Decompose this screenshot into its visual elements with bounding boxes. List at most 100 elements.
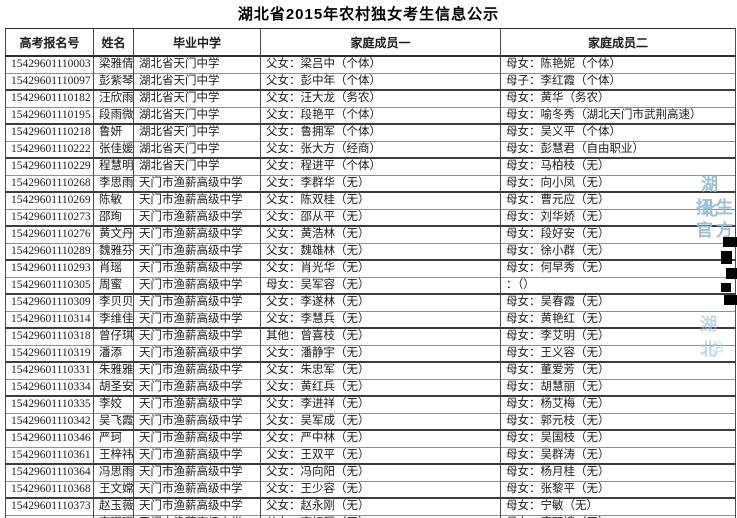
cell-name: 冯思雨 xyxy=(93,463,134,481)
candidates-table: 高考报名号 姓名 毕业中学 家庭成员一 家庭成员二 15429601110003… xyxy=(5,28,736,518)
table-row: 15429601110003 梁雅倩 湖北省天门中学 父女：梁吕中（个体） 母女：陈艳妮… xyxy=(5,55,736,73)
cell-family-member-2: ：（） xyxy=(500,276,736,294)
cell-name: 汪欣雨 xyxy=(93,89,134,107)
qr-code-fragment-icon xyxy=(721,237,737,305)
table-row: 15429601110305 周蜜 天门市渔薪高级中学 母女：吴军容（无） ：（） xyxy=(5,276,736,294)
cell-school: 天门市渔薪高级中学 xyxy=(133,225,261,243)
table-header: 高考报名号 姓名 毕业中学 家庭成员一 家庭成员二 xyxy=(5,28,736,57)
cell-reg-number: 15429601110335 xyxy=(5,395,94,413)
cell-school: 天门市渔薪高级中学 xyxy=(133,310,261,328)
cell-school: 湖北省天门中学 xyxy=(133,89,261,107)
cell-family-member-1: 父女：程进平（个体） xyxy=(260,157,501,175)
cell-reg-number: 15429601110314 xyxy=(5,310,94,328)
cell-family-member-2: 母女：杨月桂（无） xyxy=(500,463,736,481)
cell-family-member-2: 母女：喻冬秀（湖北天门市武荆高速） xyxy=(500,106,736,124)
cell-family-member-1: 父女：赵永刚（无） xyxy=(260,497,501,515)
cell-reg-number: 15429601110097 xyxy=(5,72,94,90)
cell-name: 王梓祎 xyxy=(93,446,134,464)
cell-family-member-2: 母女：段好安（无） xyxy=(500,225,736,243)
cell-reg-number: 15429601110334 xyxy=(5,378,94,396)
cell-name: 曾仔琪 xyxy=(93,327,134,345)
cell-reg-number: 15429601110276 xyxy=(5,225,94,243)
cell-reg-number: 15429601110182 xyxy=(5,89,94,107)
table-row: 15429601110380李珊珊天门市渔薪高级中学父女：李好雁（无）母女：唐双… xyxy=(5,514,736,518)
cell-reg-number: 15429601110309 xyxy=(5,293,94,311)
cell-family-member-1: 父女：梁吕中（个体） xyxy=(260,55,501,73)
table-row: 15429601110289 魏雅芬 天门市渔薪高级中学 父女：魏雄林（无） 母女：徐小… xyxy=(5,242,736,260)
cell-family-member-1: 父女：李进祥（无） xyxy=(260,395,501,413)
table-row: 15429601110309 李贝贝 天门市渔薪高级中学 父女：李遂林（无） 母女：吴春… xyxy=(5,293,736,311)
cell-family-member-2: 母女：何早秀（无） xyxy=(500,259,736,277)
cell-name: 梁雅倩 xyxy=(93,55,134,73)
cell-school: 天门市渔薪高级中学 xyxy=(133,276,261,294)
cell-family-member-2: 母女：曹元应（无） xyxy=(500,191,736,209)
cell-family-member-2: 母女：黄华（务农） xyxy=(500,89,736,107)
cell-school: 天门市渔薪高级中学 xyxy=(133,242,261,260)
cell-school: 天门市渔薪高级中学 xyxy=(133,497,261,515)
cell-reg-number: 15429601110293 xyxy=(5,259,94,277)
cell-reg-number: 15429601110268 xyxy=(5,174,94,192)
cell-reg-number: 15429601110218 xyxy=(5,123,94,141)
cell-name: 段雨微 xyxy=(93,106,134,124)
cell-school: 天门市渔薪高级中学 xyxy=(133,378,261,396)
cell-name: 邵珣 xyxy=(93,208,134,226)
cell-name: 李思雨 xyxy=(93,174,134,192)
cell-family-member-1: 父女：鲁拥军（个体） xyxy=(260,123,501,141)
header-school: 毕业中学 xyxy=(133,28,261,57)
header-reg-number: 高考报名号 xyxy=(5,28,94,57)
cell-reg-number: 15429601110222 xyxy=(5,140,94,158)
cell-reg-number: 15429601110003 xyxy=(5,55,94,73)
table-row: 15429601110268 李思雨 天门市渔薪高级中学 父女：李群华（无） 母女：向小… xyxy=(5,174,736,192)
table-row: 15429601110361 王梓祎 天门市渔薪高级中学 父女：王双平（无） 母女：吴群… xyxy=(5,446,736,464)
table-row: 15429601110319 潘添 天门市渔薪高级中学 父女：潘静宇（无） 母女：王义容… xyxy=(5,344,736,362)
table-row: 15429601110314 李维佳 天门市渔薪高级中学 父女：李慧兵（无） 母女：黄艳… xyxy=(5,310,736,328)
cell-name: 胡圣安 xyxy=(93,378,134,396)
table-row: 15429601110335 李姣 天门市渔薪高级中学 父女：李进祥（无） 母女：杨艾梅… xyxy=(5,395,736,413)
cell-name: 严珂 xyxy=(93,429,134,447)
cell-family-member-1: 父女：吴军成（无） xyxy=(260,412,501,430)
cell-name: 赵玉薇 xyxy=(93,497,134,515)
cell-name: 李维佳 xyxy=(93,310,134,328)
table-row: 15429601110269 陈敏 天门市渔薪高级中学 父女：陈双桂（无） 母女：曹元应… xyxy=(5,191,736,209)
cell-school: 天门市渔薪高级中学 xyxy=(133,429,261,447)
cell-family-member-1: 父女：李群华（无） xyxy=(260,174,501,192)
cell-name: 程慧明 xyxy=(93,157,134,175)
cell-school: 湖北省天门中学 xyxy=(133,72,261,90)
cell-family-member-2: 母女：彭慧君（自由职业） xyxy=(500,140,736,158)
cell-name: 彭紫琴 xyxy=(93,72,134,90)
cell-reg-number: 15429601110319 xyxy=(5,344,94,362)
cell-name: 鲁妍 xyxy=(93,123,134,141)
cell-family-member-2: 母女：黄艳红（无） xyxy=(500,310,736,328)
watermark-text: 官方 xyxy=(696,221,736,240)
cell-family-member-1: 父女：李遂林（无） xyxy=(260,293,501,311)
cell-reg-number: 15429601110195 xyxy=(5,106,94,124)
cell-family-member-1: 父女：冯向阳（无） xyxy=(260,463,501,481)
header-family-member-1: 家庭成员一 xyxy=(260,28,501,57)
watermark-text: 招生 xyxy=(696,198,736,217)
cell-school: 天门市渔薪高级中学 xyxy=(133,463,261,481)
cell-family-member-1: 父女：汪大龙（务农） xyxy=(260,89,501,107)
cell-family-member-1: 父女：黄浩林（无） xyxy=(260,225,501,243)
cell-family-member-1: 其他：曾喜枝（无） xyxy=(260,327,501,345)
cell-school: 天门市渔薪高级中学 xyxy=(133,395,261,413)
cell-school: 天门市渔薪高级中学 xyxy=(133,259,261,277)
cell-family-member-2: 母女：宁敏（无） xyxy=(500,497,736,515)
table-row: 15429601110222 张佳媛 湖北省天门中学 父女：张大方（经商） 母女：彭慧君… xyxy=(5,140,736,158)
page-title: 湖北省2015年农村独女考生信息公示 xyxy=(237,6,500,23)
cell-family-member-2: 母女：陈艳妮（个体） xyxy=(500,55,736,73)
cell-reg-number: 15429601110229 xyxy=(5,157,94,175)
cell-name: 朱雅雅 xyxy=(93,361,134,379)
cell-family-member-2: 母女：王义容（无） xyxy=(500,344,736,362)
cell-school: 天门市渔薪高级中学 xyxy=(133,480,261,498)
cell-family-member-1: 父女：李慧兵（无） xyxy=(260,310,501,328)
cell-school: 天门市渔薪高级中学 xyxy=(133,412,261,430)
cell-family-member-1: 父女：邵从平（无） xyxy=(260,208,501,226)
cell-name: 黄文丹 xyxy=(93,225,134,243)
cell-school: 天门市渔薪高级中学 xyxy=(133,208,261,226)
cell-name: 王文嫦 xyxy=(93,480,134,498)
cell-reg-number: 15429601110364 xyxy=(5,463,94,481)
cell-school: 湖北省天门中学 xyxy=(133,55,261,73)
cell-school: 湖北省天门中学 xyxy=(133,140,261,158)
table-row: 15429601110218 鲁妍 湖北省天门中学 父女：鲁拥军（个体） 母女：吴义平（… xyxy=(5,123,736,141)
